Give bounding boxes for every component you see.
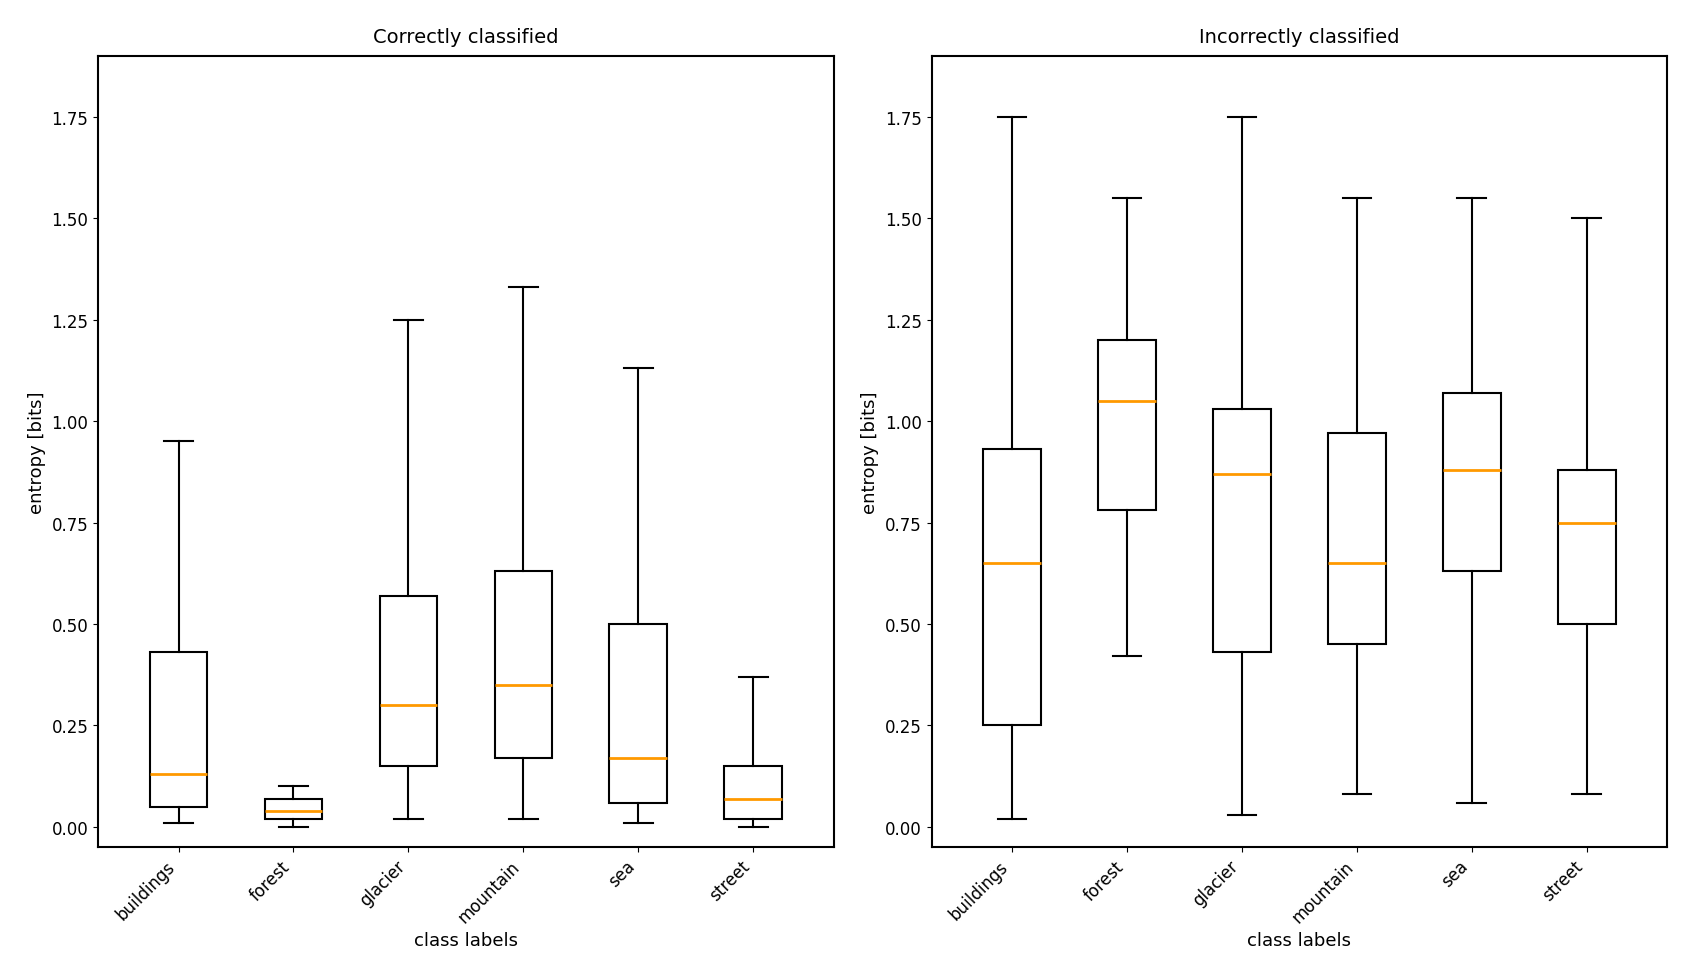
Y-axis label: entropy [bits]: entropy [bits] xyxy=(27,391,46,513)
PathPatch shape xyxy=(1329,434,1385,645)
Title: Correctly classified: Correctly classified xyxy=(373,27,559,47)
PathPatch shape xyxy=(1442,393,1500,572)
X-axis label: class labels: class labels xyxy=(414,931,519,950)
PathPatch shape xyxy=(264,799,322,819)
PathPatch shape xyxy=(724,766,781,819)
PathPatch shape xyxy=(1214,409,1271,653)
PathPatch shape xyxy=(380,596,437,766)
PathPatch shape xyxy=(1558,470,1615,624)
PathPatch shape xyxy=(610,624,666,803)
Y-axis label: entropy [bits]: entropy [bits] xyxy=(861,391,880,513)
PathPatch shape xyxy=(1098,340,1156,511)
PathPatch shape xyxy=(495,572,553,758)
Title: Incorrectly classified: Incorrectly classified xyxy=(1198,27,1400,47)
PathPatch shape xyxy=(149,653,207,807)
PathPatch shape xyxy=(983,450,1041,726)
X-axis label: class labels: class labels xyxy=(1248,931,1351,950)
